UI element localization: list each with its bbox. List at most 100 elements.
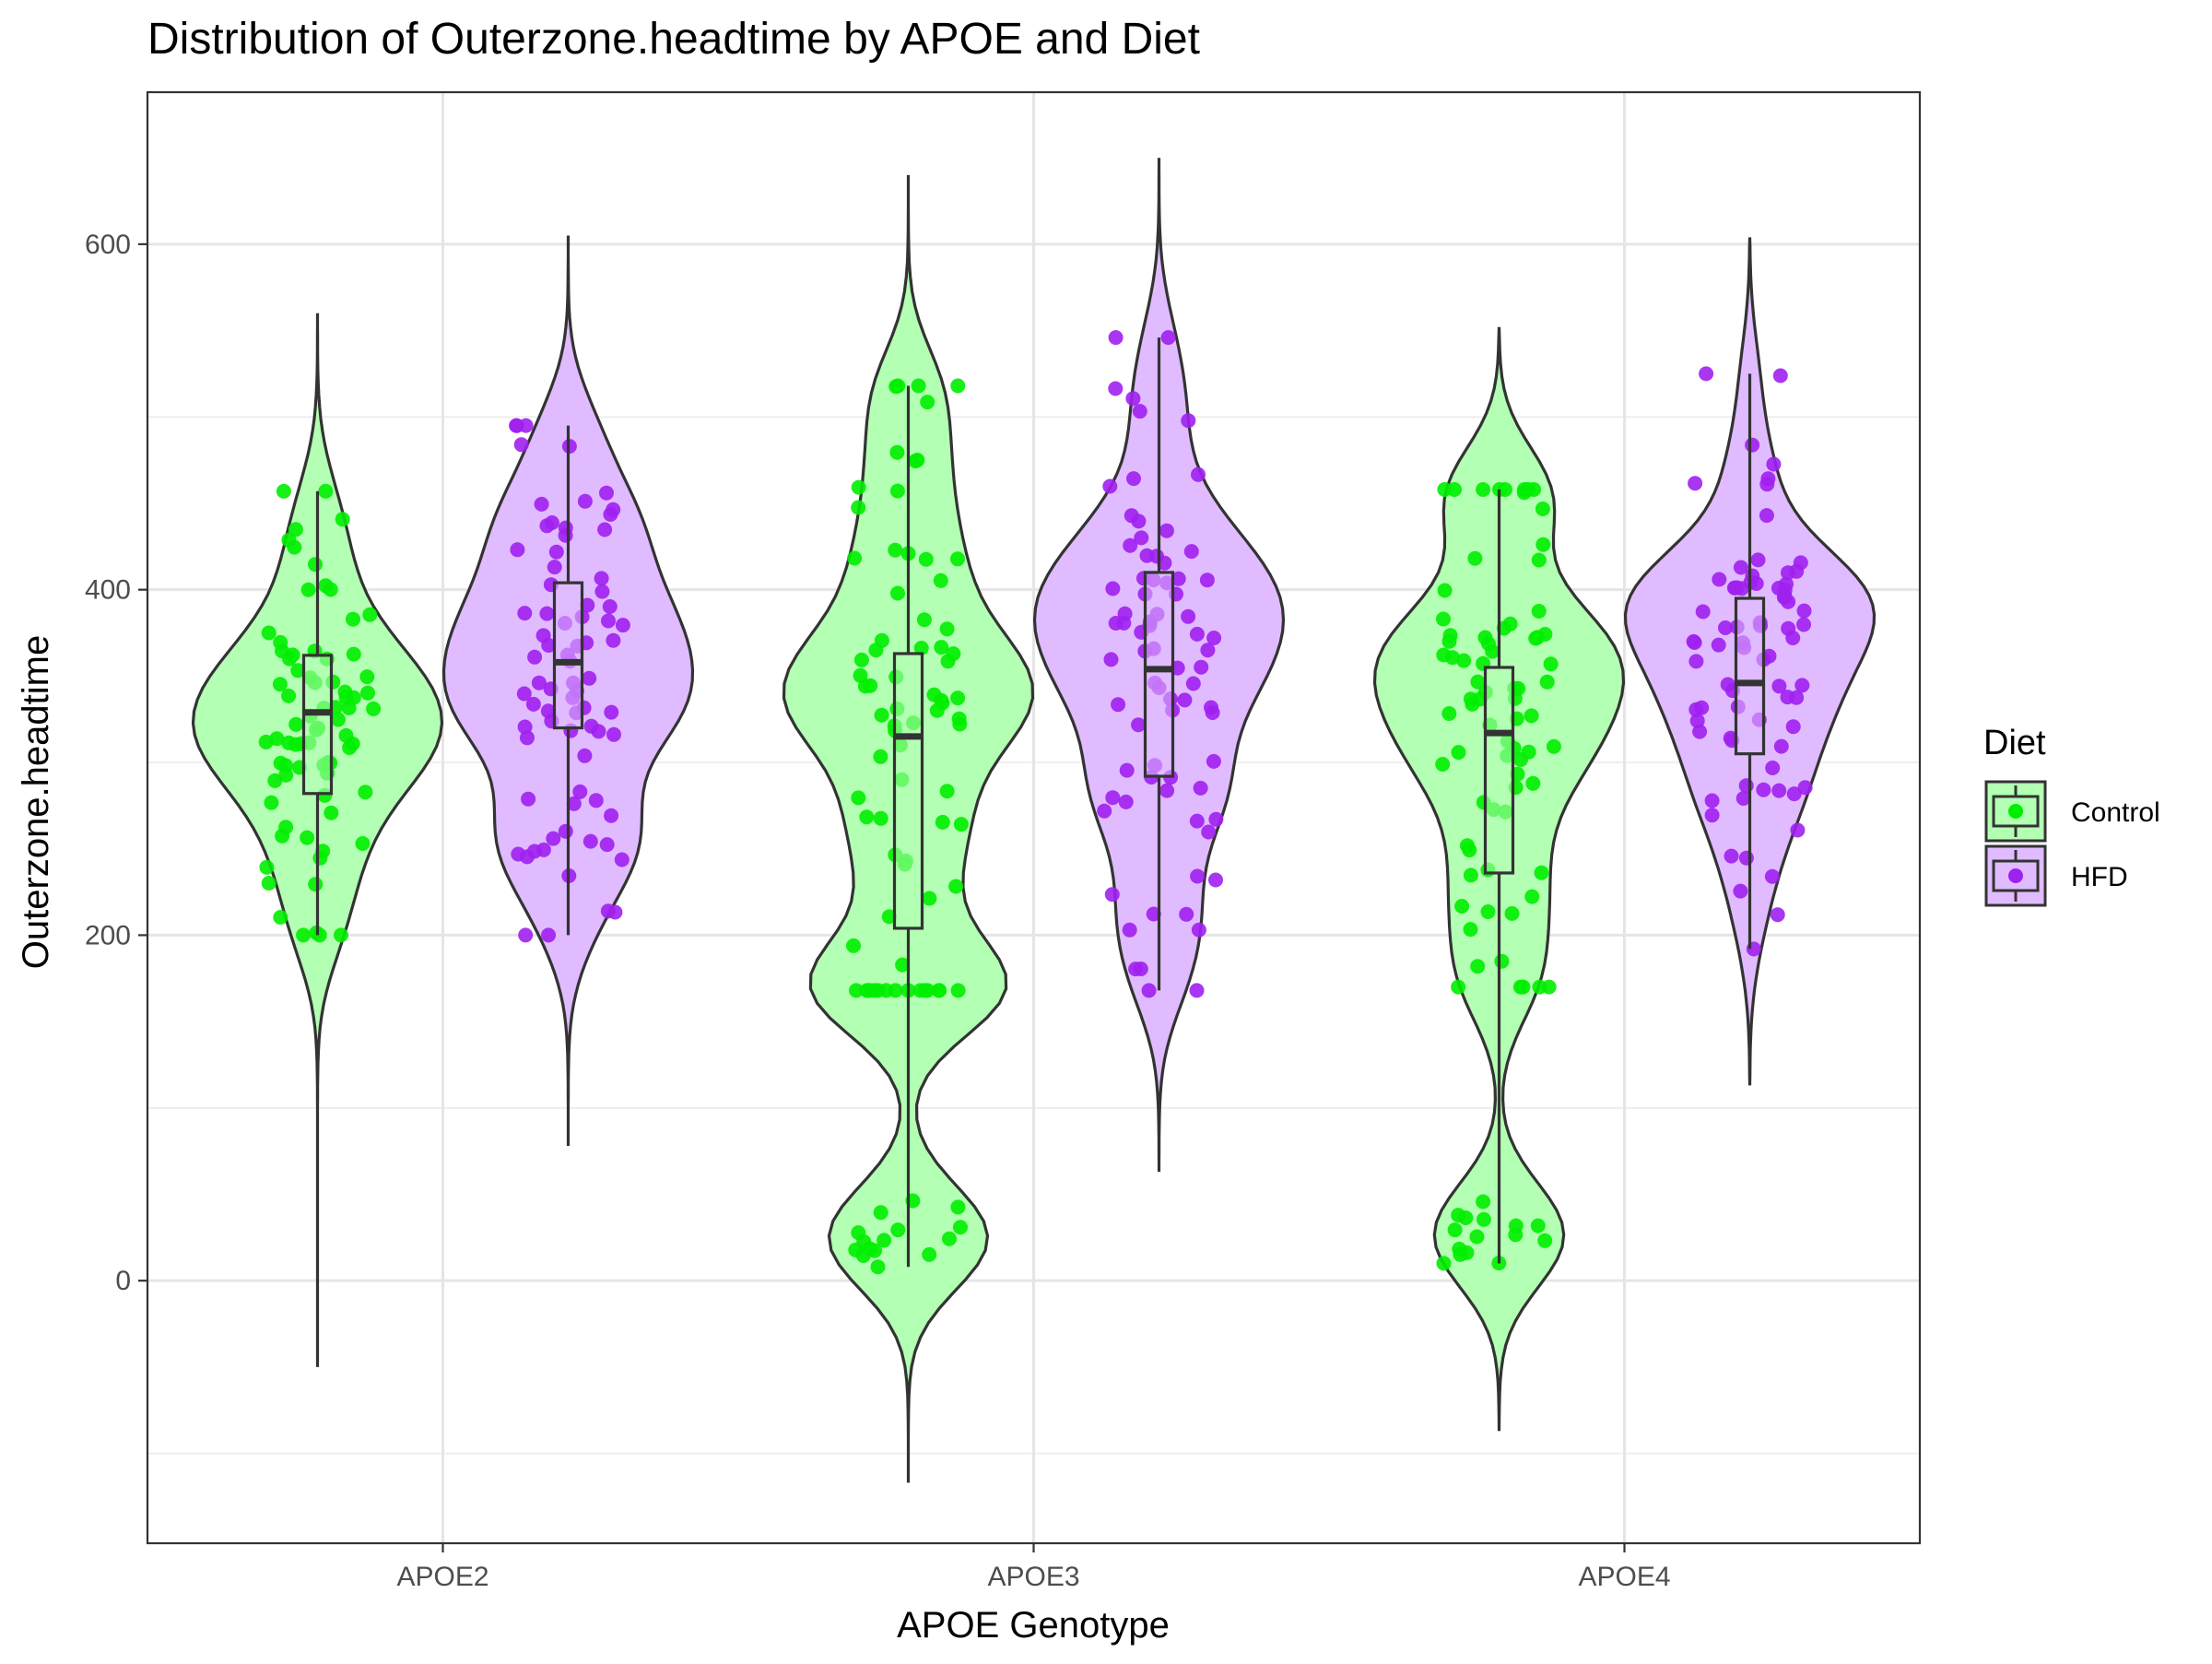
data-point (1531, 552, 1547, 568)
data-point (355, 836, 371, 851)
data-point (290, 663, 306, 679)
data-point (1765, 761, 1781, 775)
data-point (1535, 537, 1551, 552)
data-point (942, 1231, 957, 1246)
data-point (1524, 889, 1540, 904)
data-point (853, 667, 868, 683)
data-point (889, 444, 905, 460)
data-point (546, 831, 561, 846)
data-point (318, 483, 334, 499)
data-point (1766, 456, 1782, 472)
data-point (1688, 702, 1704, 717)
data-point (513, 437, 529, 453)
data-point (1688, 476, 1703, 491)
data-point (1785, 631, 1801, 645)
data-point (912, 983, 928, 998)
data-point (259, 859, 275, 875)
data-point (890, 378, 906, 394)
data-point (517, 606, 533, 621)
data-point (1185, 676, 1201, 691)
x-tick-label: APOE3 (987, 1562, 1079, 1592)
data-point (1102, 478, 1118, 494)
data-point (572, 784, 588, 799)
data-point (1761, 648, 1777, 664)
data-point (338, 727, 354, 743)
data-point (1704, 793, 1720, 808)
data-point (922, 1246, 937, 1262)
x-tick-label: APOE2 (396, 1562, 488, 1592)
data-point (950, 1199, 966, 1215)
data-point (1688, 654, 1704, 669)
data-point (1477, 630, 1493, 645)
data-point (916, 612, 932, 628)
data-point (594, 584, 610, 599)
data-point (1141, 983, 1157, 998)
data-point (950, 983, 966, 998)
data-point (1177, 692, 1193, 708)
data-point (1476, 1194, 1491, 1210)
data-point (948, 879, 964, 894)
data-point (950, 690, 966, 706)
data-point (1183, 544, 1199, 560)
legend-point (2008, 868, 2023, 883)
data-point (272, 677, 288, 692)
legend-title: Diet (1983, 724, 2046, 762)
data-point (946, 646, 961, 662)
data-point (264, 795, 279, 810)
data-point (604, 704, 619, 720)
data-point (1454, 899, 1470, 914)
axes: 0 200 400 600 APOE2 APOE3 APOE4 (85, 90, 1922, 1592)
data-point (848, 1242, 864, 1257)
data-point (1189, 813, 1205, 829)
data-point (1122, 922, 1137, 938)
data-point (920, 395, 935, 410)
data-point (1447, 1222, 1463, 1238)
data-point (934, 640, 949, 655)
data-point (1208, 872, 1223, 888)
data-point (1171, 571, 1186, 586)
data-point (1159, 783, 1175, 798)
y-tick-label: 400 (85, 575, 131, 606)
data-point (558, 527, 573, 543)
data-point (261, 876, 276, 891)
data-point (541, 927, 557, 943)
data-point (276, 483, 291, 499)
legend-key-hfd (1984, 844, 2047, 907)
data-point (558, 823, 573, 839)
box-iqr (892, 652, 924, 930)
data-point (614, 852, 629, 867)
data-point (953, 817, 969, 832)
data-point (275, 828, 290, 844)
data-point (1463, 867, 1478, 883)
data-point (1157, 555, 1172, 571)
data-point (602, 599, 618, 614)
data-point (1436, 1256, 1452, 1271)
data-point (1205, 705, 1220, 720)
data-point (913, 641, 929, 655)
data-point (540, 703, 556, 719)
data-point (851, 479, 866, 495)
data-point (281, 688, 297, 703)
data-point (1451, 979, 1466, 995)
x-axis-title: APOE Genotype (897, 1605, 1170, 1646)
data-point (360, 685, 375, 701)
data-point (888, 542, 903, 558)
data-point (1738, 778, 1754, 794)
data-point (527, 649, 543, 665)
data-point (261, 625, 276, 641)
data-point (1469, 1229, 1485, 1245)
data-point (1435, 757, 1451, 772)
data-point (1770, 907, 1785, 923)
data-point (881, 909, 897, 925)
data-point (1103, 652, 1119, 667)
data-point (1543, 656, 1559, 672)
data-point (1738, 850, 1754, 866)
data-point (1771, 783, 1787, 798)
data-point (1508, 1218, 1524, 1233)
data-point (851, 790, 866, 806)
data-point (847, 550, 863, 566)
data-point (939, 621, 955, 637)
data-point (1773, 738, 1789, 754)
data-point (1695, 604, 1711, 620)
